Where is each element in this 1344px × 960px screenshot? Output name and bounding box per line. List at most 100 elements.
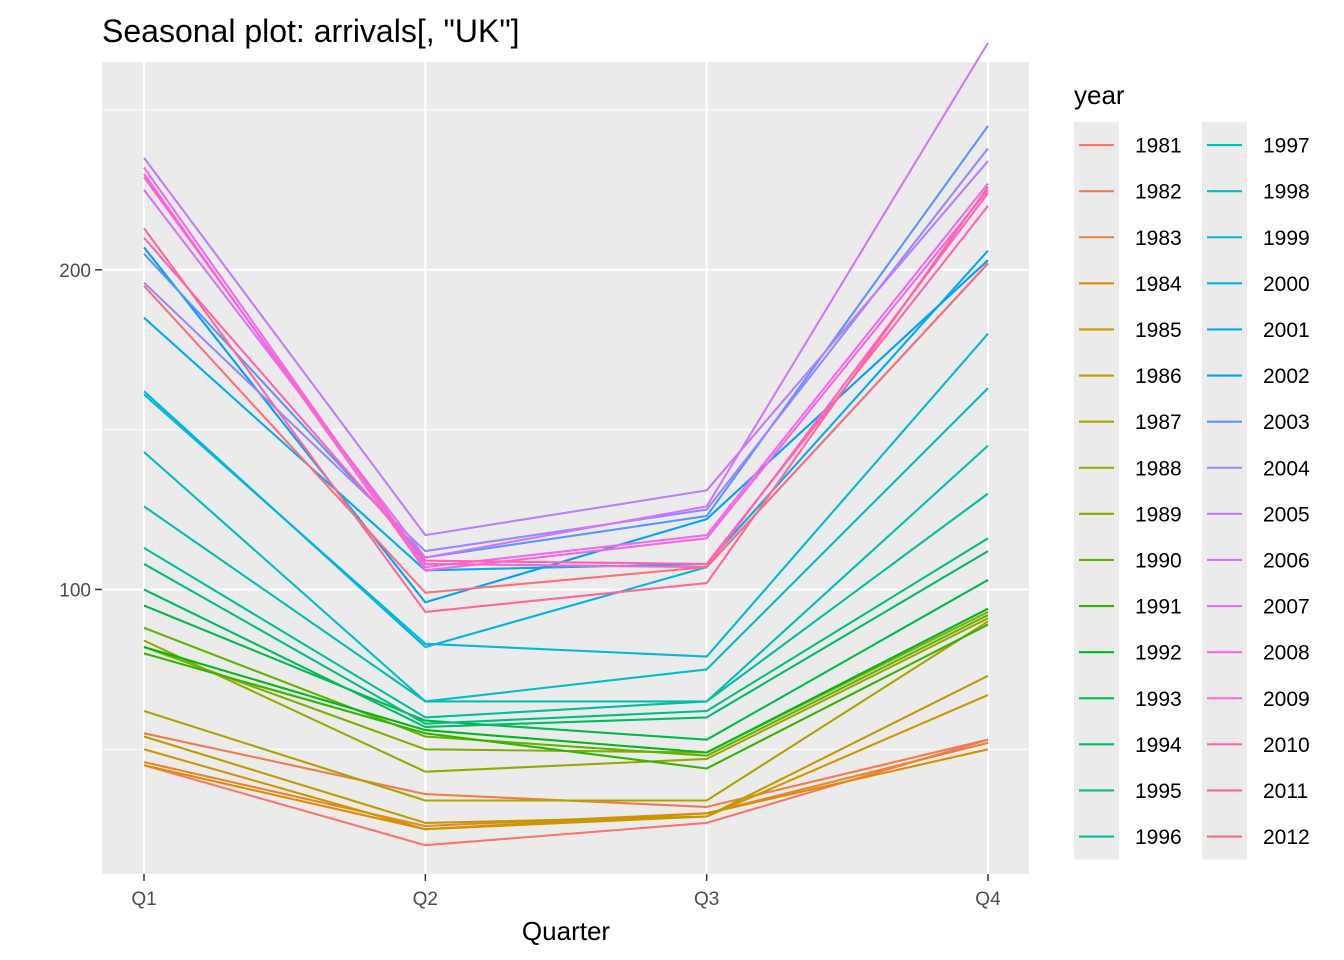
- series-line-2007: [143, 166, 989, 569]
- legend-label: 1992: [1135, 642, 1182, 665]
- legend-item: 2011: [1207, 780, 1308, 803]
- series-line-2003: [143, 125, 989, 559]
- series-line-1997: [143, 444, 989, 703]
- series-line-1984: [143, 748, 989, 831]
- legend-key-background: [1202, 122, 1247, 860]
- legend-item: 2010: [1207, 734, 1310, 757]
- legend-item: 1998: [1207, 181, 1310, 204]
- series-line-2012: [143, 262, 989, 594]
- series-line-1987: [143, 620, 989, 802]
- legend-label: 2003: [1263, 411, 1310, 434]
- series-line-1986: [143, 674, 989, 824]
- legend-item: 1981: [1079, 135, 1182, 158]
- series-line-2011: [143, 186, 989, 613]
- legend-item: 1992: [1079, 642, 1182, 665]
- legend-label: 2006: [1263, 549, 1310, 572]
- series-line-1992: [143, 607, 989, 754]
- legend-item: 2005: [1207, 503, 1310, 526]
- legend-label: 1989: [1135, 503, 1182, 526]
- legend-item: 1986: [1079, 365, 1182, 388]
- legend-item: 1985: [1079, 319, 1182, 342]
- x-axis-title: Quarter: [522, 916, 610, 946]
- legend-item: 1991: [1079, 596, 1182, 619]
- legend-label: 2009: [1263, 688, 1310, 711]
- x-tick-label: Q2: [413, 889, 438, 910]
- series-line-1995: [143, 537, 989, 725]
- legend-label: 2012: [1263, 826, 1310, 849]
- series-line-1991: [143, 623, 989, 770]
- legend-label: 2002: [1263, 365, 1310, 388]
- series-line-1985: [143, 694, 989, 831]
- legend-label: 1993: [1135, 688, 1182, 711]
- legend-label: 1986: [1135, 365, 1182, 388]
- legend-label: 1999: [1263, 227, 1310, 250]
- legend-item: 1982: [1079, 181, 1182, 204]
- legend-label: 2004: [1263, 457, 1310, 480]
- legend-label: 1990: [1135, 549, 1182, 572]
- series-line-1988: [143, 617, 989, 773]
- series-line-2001: [143, 249, 989, 572]
- legend-item: 2004: [1207, 457, 1310, 480]
- legend-item: 1999: [1207, 227, 1310, 250]
- legend-label: 2010: [1263, 734, 1310, 757]
- legend-item: 2003: [1207, 411, 1310, 434]
- legend-label: 2008: [1263, 642, 1310, 665]
- legend-title: year: [1074, 80, 1125, 110]
- plot-panel: [102, 62, 1029, 874]
- legend-item: 2012: [1207, 826, 1310, 849]
- legend-label: 2001: [1263, 319, 1310, 342]
- legend-label: 2000: [1263, 273, 1310, 296]
- legend-label: 1985: [1135, 319, 1182, 342]
- series-line-2009: [143, 176, 989, 569]
- series-line-1998: [143, 387, 989, 703]
- legend-label: 1988: [1135, 457, 1182, 480]
- legend-item: 2002: [1207, 365, 1310, 388]
- legend-label: 1994: [1135, 734, 1182, 757]
- legend-item: 1997: [1207, 135, 1310, 158]
- series-line-1994: [143, 550, 989, 728]
- legend-key-background: [1074, 122, 1119, 860]
- x-tick-label: Q3: [694, 889, 719, 910]
- series-line-2004: [143, 147, 989, 553]
- legend-item: 1988: [1079, 457, 1182, 480]
- legend-label: 1991: [1135, 596, 1182, 619]
- legend-item: 1994: [1079, 734, 1182, 757]
- legend-item: 2008: [1207, 642, 1310, 665]
- legend-label: 1997: [1263, 135, 1310, 158]
- legend-item: 1990: [1079, 549, 1182, 572]
- chart-title: Seasonal plot: arrivals[, "UK"]: [102, 13, 520, 49]
- legend-item: 1989: [1079, 503, 1182, 526]
- y-tick-label: 200: [59, 261, 91, 282]
- y-tick-label: 100: [59, 580, 91, 601]
- legend-label: 1998: [1263, 181, 1310, 204]
- axes: 100 200 Q1 Q2 Q3 Q4: [59, 261, 1001, 910]
- legend-label: 1982: [1135, 181, 1182, 204]
- legend-item: 2000: [1207, 273, 1310, 296]
- grid-layer: [102, 62, 1029, 874]
- legend-item: 1996: [1079, 826, 1182, 849]
- legend-label: 2011: [1263, 780, 1308, 803]
- x-tick-label: Q4: [975, 889, 1001, 910]
- legend-label: 2005: [1263, 503, 1310, 526]
- legend-item: 1995: [1079, 780, 1182, 803]
- legend: 1981 1982 1983 1984 1985 1986 1987 1988 1989 1990…: [1074, 122, 1310, 860]
- legend-item: 2006: [1207, 549, 1310, 572]
- legend-label: 1987: [1135, 411, 1182, 434]
- legend-item: 2007: [1207, 596, 1310, 619]
- series-line-2005: [143, 157, 989, 537]
- legend-item: 1983: [1079, 227, 1182, 250]
- x-tick-label: Q1: [131, 889, 156, 910]
- legend-label: 1995: [1135, 780, 1182, 803]
- legend-item: 1984: [1079, 273, 1182, 296]
- series-line-1993: [143, 578, 989, 741]
- legend-label: 1983: [1135, 227, 1182, 250]
- legend-item: 2001: [1207, 319, 1310, 342]
- legend-item: 2009: [1207, 688, 1310, 711]
- legend-item: 1987: [1079, 411, 1182, 434]
- series-line-2002: [143, 246, 989, 604]
- legend-label: 1984: [1135, 273, 1182, 296]
- series-line-1990: [143, 614, 989, 757]
- series-line-1996: [143, 492, 989, 719]
- legend-label: 2007: [1263, 596, 1310, 619]
